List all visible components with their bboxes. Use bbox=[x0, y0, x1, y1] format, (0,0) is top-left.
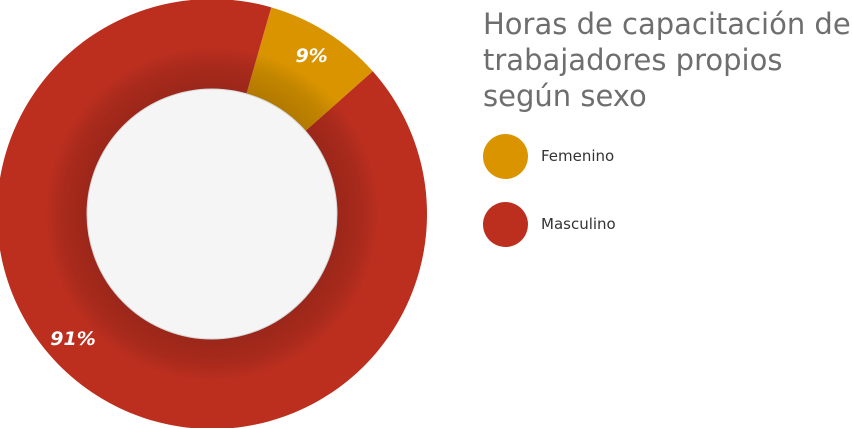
slice-labels: 9% 91% bbox=[50, 45, 327, 350]
donut-hole bbox=[86, 88, 338, 340]
chart-legend: Femenino Masculino bbox=[483, 133, 616, 269]
slice-label-femenino: 9% bbox=[295, 45, 327, 67]
legend-label-femenino: Femenino bbox=[541, 147, 615, 165]
legend-label-masculino: Masculino bbox=[541, 215, 616, 233]
legend-item-masculino[interactable]: Masculino bbox=[483, 201, 616, 247]
legend-swatch-masculino bbox=[483, 201, 528, 247]
slice-label-masculino: 91% bbox=[50, 328, 95, 350]
chart-title: Horas de capacitación de trabajadores pr… bbox=[483, 7, 851, 113]
legend-item-femenino[interactable]: Femenino bbox=[483, 133, 616, 179]
legend-swatch-femenino bbox=[483, 133, 528, 179]
